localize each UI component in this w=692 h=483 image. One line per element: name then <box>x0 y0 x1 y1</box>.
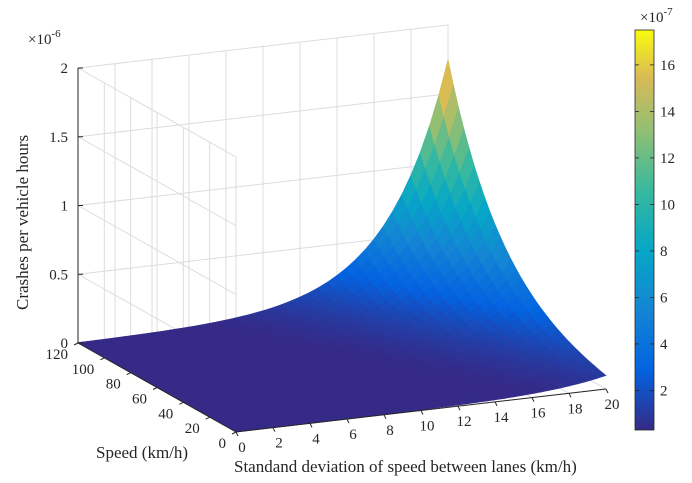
colorbar-tick-label: 12 <box>660 151 675 167</box>
z-tick-label: 0.5 <box>49 267 68 283</box>
x-tick-mark <box>383 414 387 420</box>
grid-line <box>77 24 449 69</box>
axes: 0 2 4 6 8 10 12 14 16 18 2002040608010012000.511.5… <box>46 61 620 456</box>
x-tick-label: 16 <box>531 406 547 422</box>
x-tick-label: 20 <box>605 397 620 413</box>
x-tick-mark <box>235 431 239 437</box>
colorbar-tick-label: 4 <box>660 337 668 353</box>
z-exponent: ×10-6 <box>28 28 61 48</box>
y-tick-mark <box>231 431 237 435</box>
x-tick-mark <box>309 423 313 428</box>
colorbar-tick-label: 10 <box>660 197 675 213</box>
z-tick-label: 0 <box>61 336 69 352</box>
x-tick-mark <box>272 427 276 432</box>
z-tick-label: 1.5 <box>49 130 68 146</box>
x-tick-mark <box>457 405 461 411</box>
x-tick-mark <box>568 393 572 398</box>
x-tick-label: 18 <box>568 401 583 417</box>
y-axis-label: Speed (km/h) <box>96 443 188 462</box>
x-tick-label: 0 <box>238 440 246 456</box>
y-tick-label: 80 <box>106 377 121 393</box>
colorbar-exponent: ×10-7 <box>640 6 673 26</box>
x-tick-mark <box>605 388 609 394</box>
colorbar-ticks: 2 4 6 8 10 12 14 16 <box>635 58 676 400</box>
colorbar-tick-label: 6 <box>660 290 668 306</box>
y-tick-label: 40 <box>158 406 173 422</box>
grid-line <box>77 162 449 206</box>
y-tick-mark <box>179 401 184 405</box>
y-tick-label: 100 <box>72 362 95 378</box>
grid-line <box>77 67 237 158</box>
y-tick-mark <box>73 342 79 346</box>
grid-line <box>77 205 237 295</box>
grid-line <box>77 93 449 138</box>
x-tick-label: 10 <box>420 419 435 435</box>
x-tick-label: 2 <box>275 436 283 452</box>
colorbar-tick-label: 8 <box>660 244 668 260</box>
x-tick-label: 12 <box>457 414 472 430</box>
x-axis-label: Standand deviation of speed between lane… <box>234 457 577 476</box>
grid-line <box>77 136 237 227</box>
colorbar: ×10-7 2 4 6 8 10 12 14 16 <box>634 6 676 431</box>
y-tick-mark <box>152 387 158 390</box>
colorbar-tick-label: 2 <box>660 384 668 400</box>
x-tick-mark <box>531 397 535 402</box>
x-tick-mark <box>346 418 350 424</box>
colorbar-gradient <box>634 29 655 431</box>
colorbar-tick-label: 14 <box>660 104 676 120</box>
y-tick-label: 0 <box>219 436 227 452</box>
y-tick-mark <box>100 357 105 361</box>
z-tick-label: 2 <box>61 61 69 77</box>
y-tick-label: 60 <box>132 392 147 408</box>
x-tick-label: 14 <box>494 410 510 426</box>
z-axis-label: Crashes per vehicle hours <box>13 135 32 310</box>
y-tick-mark <box>126 372 131 376</box>
y-tick-mark <box>205 416 210 420</box>
z-tick-label: 1 <box>61 199 69 215</box>
x-tick-mark <box>494 401 498 407</box>
y-tick-label: 120 <box>46 347 69 363</box>
x-tick-label: 4 <box>312 431 320 447</box>
y-tick-label: 20 <box>185 421 200 437</box>
surface <box>77 59 607 433</box>
surface-patch <box>590 370 607 379</box>
colorbar-tick-label: 16 <box>660 58 676 74</box>
x-tick-label: 6 <box>349 427 357 443</box>
x-tick-label: 8 <box>386 423 394 439</box>
x-tick-mark <box>420 410 424 415</box>
